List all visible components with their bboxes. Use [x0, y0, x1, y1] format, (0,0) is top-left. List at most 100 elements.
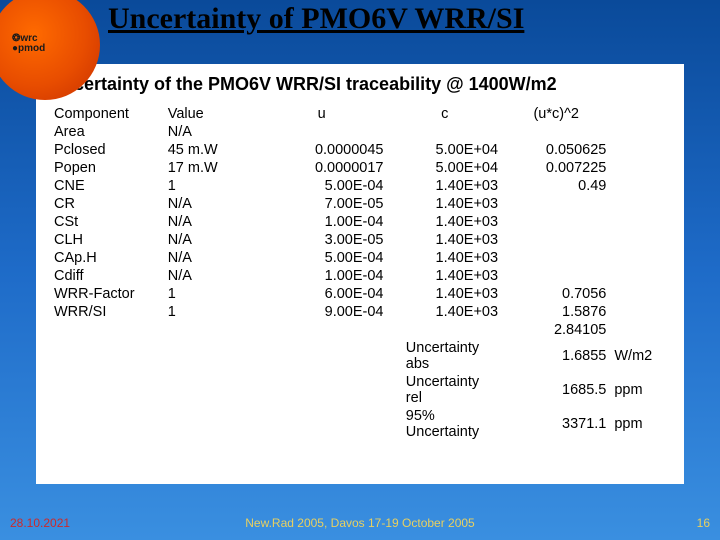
summary-row: 2.84105	[50, 321, 670, 339]
cell-res	[502, 123, 610, 141]
content-box: Uncertainty of the PMO6V WRR/SI traceabi…	[36, 64, 684, 484]
table-row: Popen17 m.W0.00000175.00E+040.007225	[50, 159, 670, 177]
cell-res: 0.007225	[502, 159, 610, 177]
table-row: Pclosed45 m.W0.00000455.00E+040.050625	[50, 141, 670, 159]
cell-value: 1	[164, 285, 256, 303]
cell-u: 1.00E-04	[256, 213, 388, 231]
summary-row: Uncertainty rel1685.5ppm	[50, 373, 670, 407]
cell-res	[502, 213, 610, 231]
cell-c: 1.40E+03	[388, 231, 503, 249]
summary-res: 2.84105	[502, 321, 610, 339]
cell-c: 1.40E+03	[388, 249, 503, 267]
summary-unit	[610, 321, 670, 339]
cell-u: 3.00E-05	[256, 231, 388, 249]
cell-res	[502, 267, 610, 285]
cell-component: WRR-Factor	[50, 285, 164, 303]
cell-component: Pclosed	[50, 141, 164, 159]
cell-res	[502, 249, 610, 267]
cell-value: N/A	[164, 195, 256, 213]
footer-event: New.Rad 2005, Davos 17-19 October 2005	[245, 516, 474, 530]
content-subtitle: Uncertainty of the PMO6V WRR/SI traceabi…	[50, 74, 670, 95]
cell-value: 1	[164, 177, 256, 195]
cell-res: 1.5876	[502, 303, 610, 321]
cell-value: N/A	[164, 249, 256, 267]
cell-u: 7.00E-05	[256, 195, 388, 213]
summary-label: Uncertainty abs	[256, 339, 502, 373]
col-u: u	[256, 105, 388, 123]
summary-row: Uncertainty abs1.6855W/m2	[50, 339, 670, 373]
cell-res	[502, 231, 610, 249]
cell-c: 1.40E+03	[388, 303, 503, 321]
table-row: CStN/A1.00E-041.40E+03	[50, 213, 670, 231]
footer-date: 28.10.2021	[10, 516, 70, 530]
summary-row: 95% Uncertainty3371.1ppm	[50, 407, 670, 441]
table-row: CRN/A7.00E-051.40E+03	[50, 195, 670, 213]
cell-c: 1.40E+03	[388, 195, 503, 213]
table-row: CdiffN/A1.00E-041.40E+03	[50, 267, 670, 285]
col-value: Value	[164, 105, 256, 123]
cell-value: 17 m.W	[164, 159, 256, 177]
summary-unit: W/m2	[610, 339, 670, 373]
cell-u: 1.00E-04	[256, 267, 388, 285]
org-line2: ●pmod	[12, 44, 45, 54]
cell-res: 0.050625	[502, 141, 610, 159]
cell-component: Cdiff	[50, 267, 164, 285]
summary-unit: ppm	[610, 373, 670, 407]
cell-unit	[610, 195, 670, 213]
col-res: (u*c)^2	[502, 105, 610, 123]
table-header-row: Component Value u c (u*c)^2	[50, 105, 670, 123]
table-row: WRR-Factor16.00E-041.40E+030.7056	[50, 285, 670, 303]
cell-component: CLH	[50, 231, 164, 249]
col-c: c	[388, 105, 503, 123]
table-row: CAp.HN/A5.00E-041.40E+03	[50, 249, 670, 267]
cell-res: 0.7056	[502, 285, 610, 303]
cell-component: WRR/SI	[50, 303, 164, 321]
cell-u	[256, 123, 388, 141]
cell-u: 0.0000045	[256, 141, 388, 159]
cell-value: N/A	[164, 213, 256, 231]
cell-u: 6.00E-04	[256, 285, 388, 303]
summary-res: 1685.5	[502, 373, 610, 407]
cell-c: 1.40E+03	[388, 267, 503, 285]
cell-unit	[610, 303, 670, 321]
summary-label: 95% Uncertainty	[256, 407, 502, 441]
table-row: CNE15.00E-041.40E+030.49	[50, 177, 670, 195]
cell-unit	[610, 249, 670, 267]
cell-value: N/A	[164, 267, 256, 285]
cell-unit	[610, 177, 670, 195]
cell-res: 0.49	[502, 177, 610, 195]
cell-value: N/A	[164, 231, 256, 249]
cell-u: 9.00E-04	[256, 303, 388, 321]
footer: 28.10.2021 New.Rad 2005, Davos 17-19 Oct…	[0, 516, 720, 534]
summary-unit: ppm	[610, 407, 670, 441]
cell-unit	[610, 267, 670, 285]
cell-res	[502, 195, 610, 213]
cell-unit	[610, 285, 670, 303]
cell-c: 1.40E+03	[388, 177, 503, 195]
cell-value: 1	[164, 303, 256, 321]
cell-component: CAp.H	[50, 249, 164, 267]
cell-value: N/A	[164, 123, 256, 141]
summary-res: 3371.1	[502, 407, 610, 441]
table-row: AreaN/A	[50, 123, 670, 141]
cell-component: CNE	[50, 177, 164, 195]
cell-u: 0.0000017	[256, 159, 388, 177]
cell-u: 5.00E-04	[256, 249, 388, 267]
cell-component: CSt	[50, 213, 164, 231]
cell-component: Area	[50, 123, 164, 141]
table-row: CLHN/A3.00E-051.40E+03	[50, 231, 670, 249]
cell-u: 5.00E-04	[256, 177, 388, 195]
page-title: Uncertainty of PMO6V WRR/SI	[108, 2, 524, 36]
cell-c: 1.40E+03	[388, 213, 503, 231]
col-component: Component	[50, 105, 164, 123]
summary-res: 1.6855	[502, 339, 610, 373]
summary-label	[256, 321, 502, 339]
cell-c: 1.40E+03	[388, 285, 503, 303]
summary-label: Uncertainty rel	[256, 373, 502, 407]
cell-c: 5.00E+04	[388, 159, 503, 177]
cell-unit	[610, 159, 670, 177]
cell-value: 45 m.W	[164, 141, 256, 159]
cell-unit	[610, 213, 670, 231]
cell-unit	[610, 141, 670, 159]
uncertainty-table: Component Value u c (u*c)^2 AreaN/APclos…	[50, 105, 670, 441]
